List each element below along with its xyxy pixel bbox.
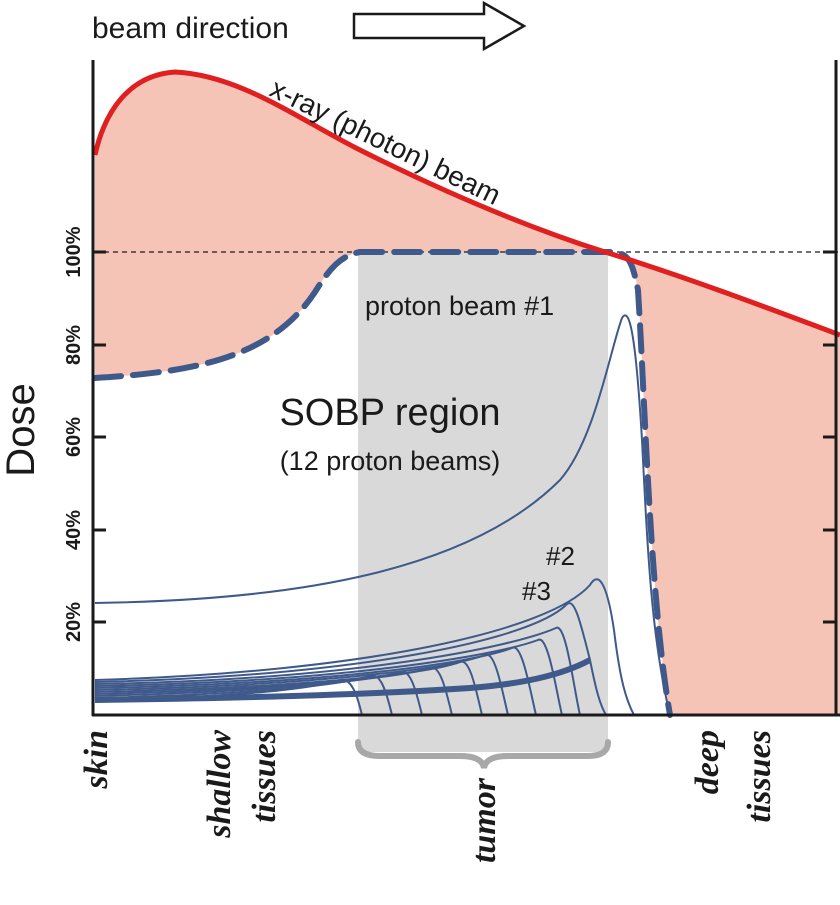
y-tick-label-20: 20% (63, 602, 85, 642)
depth-label-shallow-tissues: tissues (246, 730, 283, 823)
y-axis-title: Dose (0, 383, 43, 476)
proton-beam-curve (94, 653, 509, 716)
proton-beam-1-label: proton beam #1 (365, 291, 554, 321)
proton-beam-3-curve (94, 602, 607, 716)
proton-beam-curve (94, 646, 537, 716)
sobp-subtitle-label: (12 proton beams) (280, 446, 501, 476)
y-tick-label-40: 40% (63, 510, 85, 550)
proton-beam-1-curve (94, 314, 671, 716)
y-tick-label-100: 100% (63, 226, 85, 277)
depth-label-tumor: tumor (466, 777, 503, 863)
sobp-region-label: SOBP region (279, 392, 500, 434)
depth-label-deep: deep (689, 730, 726, 794)
y-tick-label-80: 80% (63, 325, 85, 365)
proton-beam-curve (94, 660, 483, 716)
proton-beam-curve (94, 638, 563, 716)
beam-direction-label: beam direction (92, 12, 289, 45)
y-tick-label-60: 60% (63, 417, 85, 457)
depth-label-skin: skin (78, 730, 115, 790)
proton-beams-group (94, 314, 671, 716)
depth-label-shallow: shallow (201, 730, 238, 839)
beam-2-label: #2 (546, 541, 575, 571)
proton-entrance-bundle (94, 657, 592, 703)
depth-label-deep-tissues: tissues (741, 730, 778, 823)
beam-direction-arrow-icon (352, 0, 527, 52)
tumor-brace (355, 739, 611, 769)
proton-beam-curve (94, 626, 581, 716)
tumor-region-band (358, 252, 608, 752)
y-ticks (93, 250, 836, 624)
xray-dose-curve (92, 69, 840, 338)
proton-beam-2-curve (94, 578, 635, 716)
beam-3-label: #3 (522, 576, 551, 606)
axis-frame (91, 60, 840, 717)
